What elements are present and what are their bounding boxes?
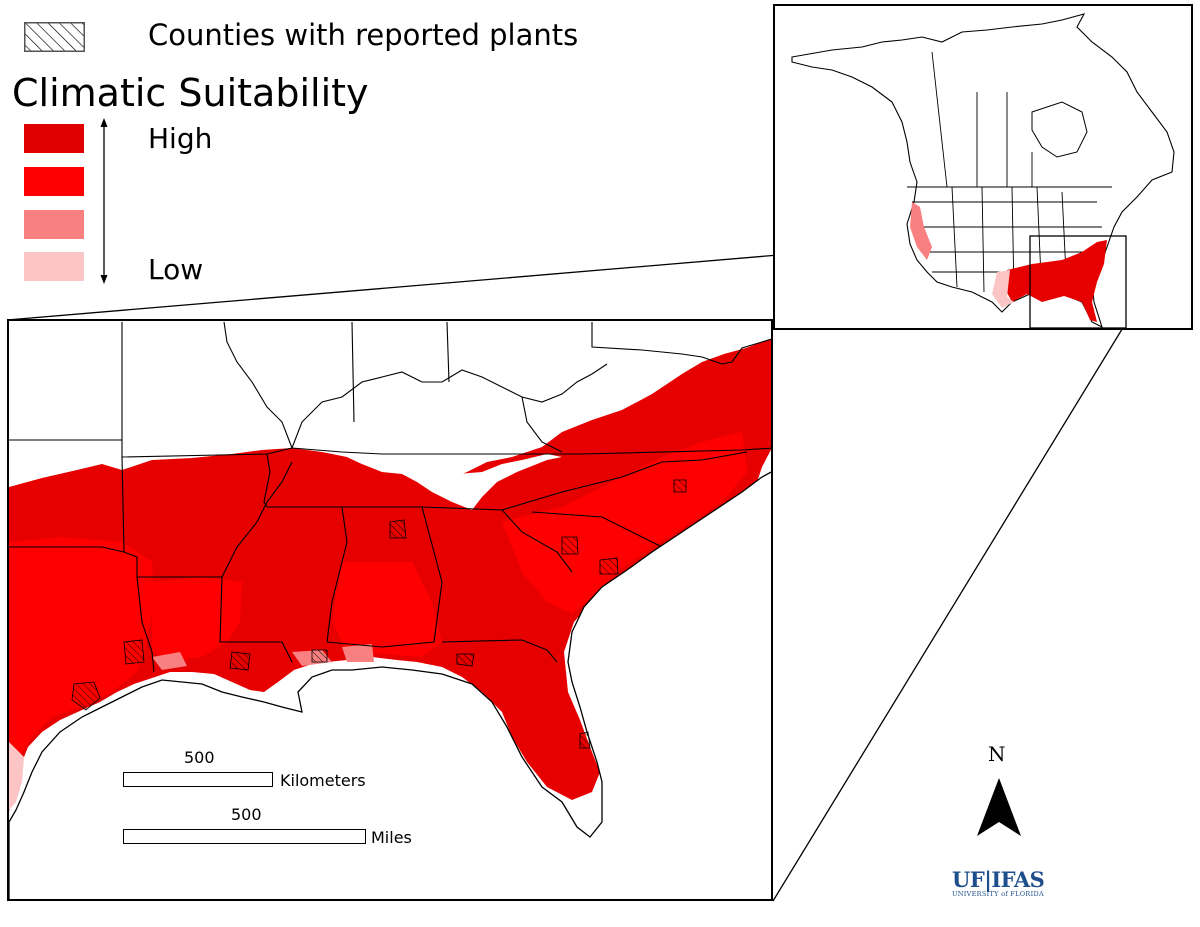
north-america-outline xyxy=(791,13,1175,328)
hatch-swatch-icon xyxy=(24,22,85,52)
high-suitability-zone-gulf xyxy=(152,577,242,660)
main-map[interactable]: 500 Kilometers 500 Miles xyxy=(7,319,773,901)
north-label: N xyxy=(988,742,1006,766)
inset-locator-box xyxy=(1029,235,1127,328)
north-arrow-icon xyxy=(977,778,1021,836)
legend-swatch-moderate xyxy=(24,210,84,239)
legend-swatch-highest xyxy=(24,124,84,153)
scale-mi-unit: Miles xyxy=(371,828,412,847)
scale-mi-bar xyxy=(123,829,366,844)
inset-suitability-west xyxy=(910,202,932,260)
low-suitability-zone-texas xyxy=(9,742,24,810)
legend-title: Climatic Suitability xyxy=(12,71,369,115)
high-suitability-zone-south xyxy=(332,562,442,657)
legend-low-label: Low xyxy=(148,253,204,286)
scale-km-bar xyxy=(123,772,273,787)
legend-swatch-low xyxy=(24,252,84,281)
state-boundaries xyxy=(9,321,771,673)
scale-km-unit: Kilometers xyxy=(280,771,366,790)
inset-map[interactable] xyxy=(773,4,1193,330)
high-suitability-zone-west xyxy=(9,537,154,782)
legend-hatch-label: Counties with reported plants xyxy=(148,18,579,52)
logo-sub-text: UNIVERSITY of FLORIDA xyxy=(952,890,1044,898)
scale-mi-value: 500 xyxy=(231,805,262,824)
high-suitability-zone-east xyxy=(502,432,747,614)
reported-counties xyxy=(71,479,687,749)
inset-map-svg xyxy=(791,13,1175,328)
gulf-coastline xyxy=(9,471,771,899)
scale-km-value: 500 xyxy=(184,748,215,767)
hudson-bay xyxy=(1031,101,1088,158)
double-arrow-icon xyxy=(100,118,108,284)
ufifas-logo: UF|IFAS UNIVERSITY of FLORIDA xyxy=(952,867,1045,898)
main-map-svg xyxy=(9,321,771,899)
inset-suitability-se xyxy=(1004,240,1107,322)
logo-main-text: UF|IFAS xyxy=(952,867,1045,892)
legend-swatch-high xyxy=(24,167,84,196)
inset-suitability-texas xyxy=(992,270,1014,308)
legend-high-label: High xyxy=(148,122,213,155)
low-suitability-zone-appalachia xyxy=(347,454,562,510)
